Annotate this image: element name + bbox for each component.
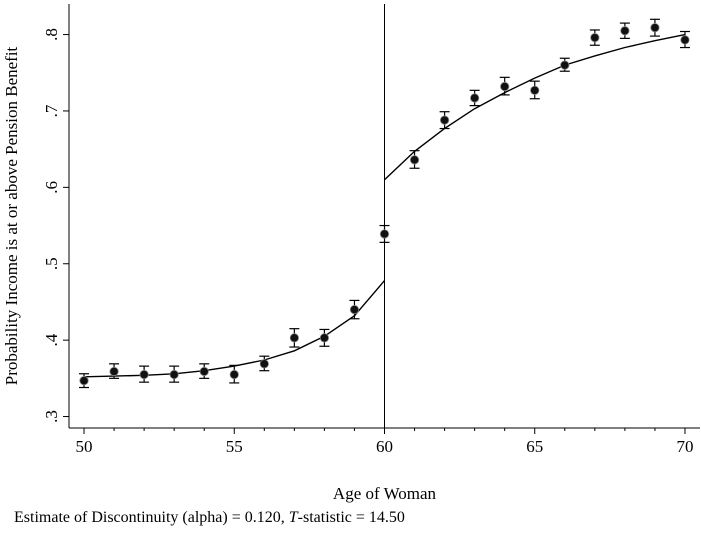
data-point xyxy=(590,33,600,43)
data-point-group xyxy=(409,150,420,169)
data-point-group xyxy=(619,22,630,39)
data-point xyxy=(139,369,149,380)
data-point-group xyxy=(79,373,90,389)
data-point-group xyxy=(379,224,390,243)
data-point-group xyxy=(499,76,510,96)
footnote-t: T xyxy=(288,509,298,526)
data-point-group xyxy=(589,29,600,46)
x-tick-label: 50 xyxy=(76,437,93,456)
data-points xyxy=(79,18,690,389)
data-point-group xyxy=(169,365,180,383)
data-point-group xyxy=(229,364,240,384)
data-point xyxy=(319,333,330,343)
data-point xyxy=(620,26,630,36)
discontinuity-footnote: Estimate of Discontinuity (alpha) = 0.12… xyxy=(14,509,405,527)
x-tick-label: 70 xyxy=(676,437,693,456)
data-point-group xyxy=(109,363,120,379)
data-point xyxy=(199,366,209,377)
data-point xyxy=(680,35,690,45)
data-point xyxy=(229,369,239,380)
data-point xyxy=(500,81,510,92)
data-point-group xyxy=(349,299,360,320)
axes: 50 55 60 65 70 .3 .4 .5 .6 .7 .8 xyxy=(42,4,700,456)
data-point-group xyxy=(559,57,570,72)
data-point xyxy=(409,155,420,165)
data-point-group xyxy=(649,18,660,37)
data-point xyxy=(289,333,299,343)
x-tick-label: 55 xyxy=(226,437,243,456)
x-tick-label: 65 xyxy=(526,437,543,456)
y-axis-label: Probability Income is at or above Pensio… xyxy=(2,46,21,385)
data-point-group xyxy=(259,355,270,372)
footnote-prefix: Estimate of Discontinuity (alpha) = 0.12… xyxy=(14,509,289,526)
data-point xyxy=(379,229,390,239)
data-point-group xyxy=(439,111,450,130)
fitted-line-right xyxy=(384,33,686,181)
data-point xyxy=(79,376,89,386)
data-point-group xyxy=(529,80,540,100)
y-tick-label: .8 xyxy=(42,28,61,41)
y-tick-label: .3 xyxy=(42,410,61,423)
footnote-suffix: -statistic = 14.50 xyxy=(297,509,405,526)
data-point xyxy=(470,93,480,103)
data-point xyxy=(169,369,179,380)
fitted-line-left xyxy=(83,280,386,378)
y-tick-label: .4 xyxy=(42,333,61,346)
data-point xyxy=(650,23,660,33)
data-point-group xyxy=(679,30,690,49)
x-tick-label: 60 xyxy=(376,437,393,456)
axis-labels: Age of Woman Probability Income is at or… xyxy=(2,46,437,503)
data-point xyxy=(530,85,540,95)
y-tick-label: .5 xyxy=(42,257,61,270)
data-point xyxy=(560,60,570,70)
data-point-group xyxy=(469,89,480,107)
y-tick-label: .7 xyxy=(42,104,61,117)
data-point xyxy=(439,115,450,125)
data-point-group xyxy=(199,363,210,379)
data-point xyxy=(259,359,269,369)
data-point-group xyxy=(319,328,330,347)
data-point xyxy=(109,366,119,377)
data-point xyxy=(349,304,360,315)
data-point-group xyxy=(289,328,300,348)
data-point-group xyxy=(139,365,150,383)
y-tick-label: .6 xyxy=(42,181,61,194)
x-axis-label: Age of Woman xyxy=(333,484,437,503)
